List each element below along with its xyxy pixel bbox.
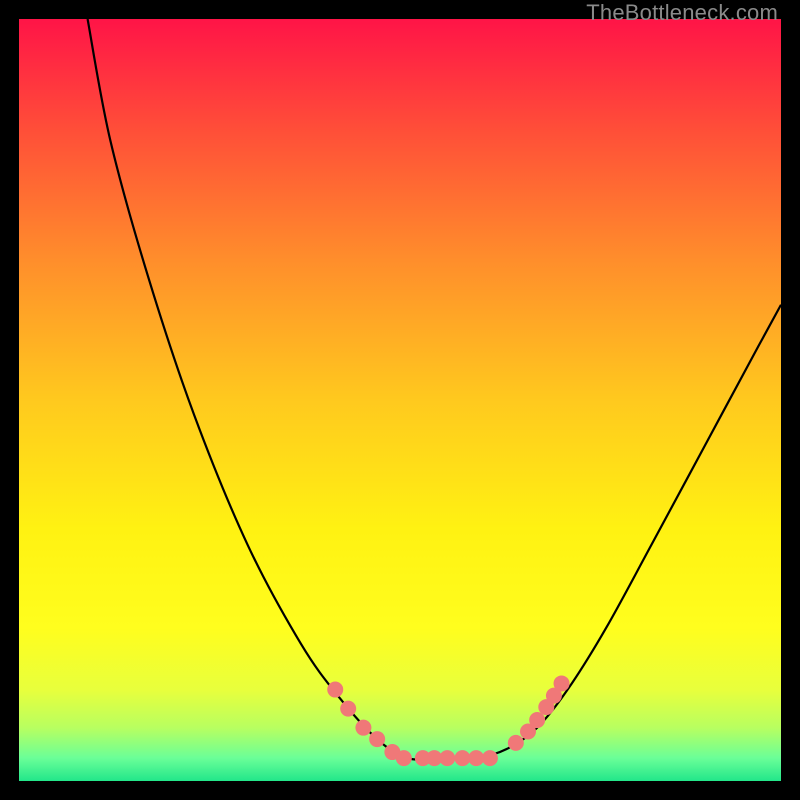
curve-markers (327, 675, 569, 766)
curve-marker (468, 750, 484, 766)
curve-marker (508, 735, 524, 751)
curve-marker (355, 720, 371, 736)
curve-marker (482, 750, 498, 766)
curve-marker (396, 750, 412, 766)
curve-marker (327, 682, 343, 698)
bottleneck-curve (88, 19, 781, 760)
curve-marker (369, 731, 385, 747)
curve-marker (340, 701, 356, 717)
curve-marker (554, 675, 570, 691)
chart-overlay (19, 19, 781, 781)
curve-marker (454, 750, 470, 766)
curve-marker (439, 750, 455, 766)
chart-frame: TheBottleneck.com (0, 0, 800, 800)
curve-marker (529, 712, 545, 728)
watermark-text: TheBottleneck.com (586, 0, 778, 26)
